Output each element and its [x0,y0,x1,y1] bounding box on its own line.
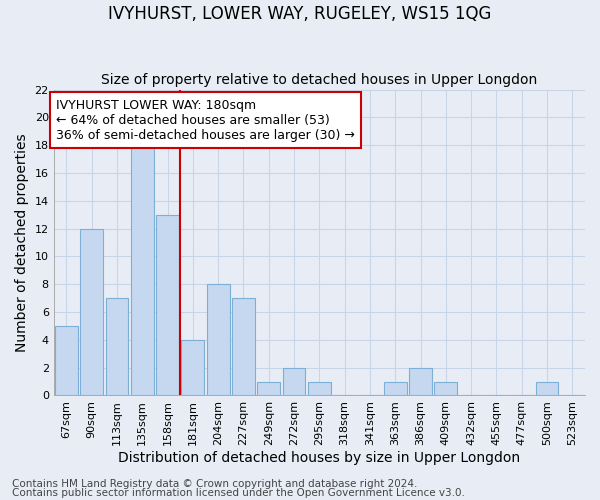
Bar [257,382,280,396]
Bar [409,368,432,396]
Bar [308,382,331,396]
Bar [536,382,559,396]
Bar [131,145,154,396]
Title: Size of property relative to detached houses in Upper Longdon: Size of property relative to detached ho… [101,73,538,87]
Bar [207,284,230,396]
Text: Contains HM Land Registry data © Crown copyright and database right 2024.: Contains HM Land Registry data © Crown c… [12,479,418,489]
Y-axis label: Number of detached properties: Number of detached properties [15,133,29,352]
Text: IVYHURST, LOWER WAY, RUGELEY, WS15 1QG: IVYHURST, LOWER WAY, RUGELEY, WS15 1QG [109,5,491,23]
Bar [283,368,305,396]
Bar [232,298,255,396]
Bar [80,228,103,396]
Bar [181,340,204,396]
Text: Contains public sector information licensed under the Open Government Licence v3: Contains public sector information licen… [12,488,465,498]
Bar [434,382,457,396]
Bar [106,298,128,396]
Bar [384,382,407,396]
Bar [156,214,179,396]
Text: IVYHURST LOWER WAY: 180sqm
← 64% of detached houses are smaller (53)
36% of semi: IVYHURST LOWER WAY: 180sqm ← 64% of deta… [56,98,355,142]
Bar [55,326,78,396]
X-axis label: Distribution of detached houses by size in Upper Longdon: Distribution of detached houses by size … [118,451,520,465]
